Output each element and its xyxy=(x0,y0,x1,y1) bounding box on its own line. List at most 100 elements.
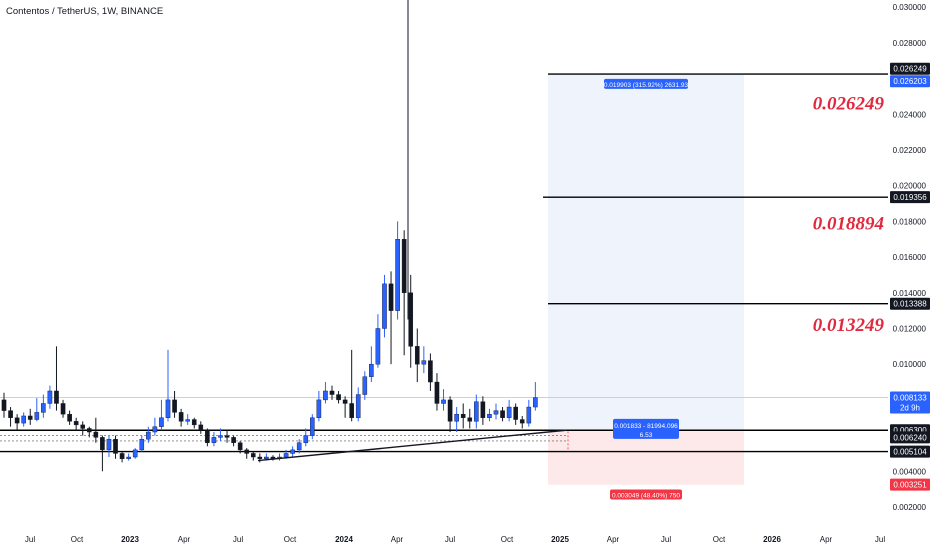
candle-body xyxy=(519,419,525,424)
x-tick-label: 2026 xyxy=(763,535,781,544)
y-tick-label: 0.012000 xyxy=(893,324,927,333)
candle-body xyxy=(86,428,92,433)
candle-body xyxy=(93,431,99,438)
candle-body xyxy=(211,437,217,443)
level-price-label: 0.019356 xyxy=(893,193,927,202)
candle-body xyxy=(257,456,263,460)
candle-body xyxy=(408,292,414,347)
candle-body xyxy=(185,419,190,422)
y-tick-label: 0.004000 xyxy=(893,467,927,476)
loss-zone xyxy=(548,431,744,485)
x-tick-label: Oct xyxy=(713,535,726,544)
candle-body xyxy=(119,453,125,460)
target-label: 0.018894 xyxy=(813,213,884,234)
entry-label: 0.001833 - 81994.096 xyxy=(614,423,678,430)
candle-body xyxy=(73,421,79,426)
candle-body xyxy=(113,438,118,454)
candle-body xyxy=(264,456,269,460)
y-tick-label: 0.020000 xyxy=(893,182,927,191)
candle-body xyxy=(290,449,295,454)
candle-body xyxy=(191,419,197,426)
y-tick-label: 0.018000 xyxy=(893,217,927,226)
x-tick-label: Oct xyxy=(501,535,514,544)
stop-price-label: 0.003251 xyxy=(893,481,927,490)
candle-body xyxy=(224,435,230,438)
chart-title: Contentos / TetherUS, 1W, BINANCE xyxy=(6,6,164,17)
candle-body xyxy=(165,399,171,418)
y-tick-label: 0.024000 xyxy=(893,110,927,119)
loss-label-bg xyxy=(610,489,682,500)
candle-body xyxy=(493,410,499,415)
candle-body xyxy=(401,239,407,293)
target-price-label-bg xyxy=(890,75,930,88)
candle-body xyxy=(441,399,446,404)
level-price-label: 0.005104 xyxy=(893,448,927,457)
x-tick-label: Jul xyxy=(875,535,885,544)
candle-body xyxy=(283,453,289,458)
candle-body xyxy=(434,381,440,404)
candle-body xyxy=(388,283,394,311)
entry-price-label: 0.006240 xyxy=(893,433,927,442)
loss-label: 0.003049 (48.40%) 750 xyxy=(612,493,680,500)
candle-body xyxy=(474,401,479,422)
candle-body xyxy=(132,449,138,458)
candle-body xyxy=(100,437,105,451)
candle-body xyxy=(159,417,164,427)
candle-body xyxy=(41,403,46,413)
candle-body xyxy=(329,390,335,395)
target-label: 0.013249 xyxy=(813,315,885,336)
candle-body xyxy=(395,239,400,311)
candle-body xyxy=(244,449,250,454)
x-tick-label: Apr xyxy=(178,535,191,544)
candle-body xyxy=(323,390,328,401)
x-tick-label: Apr xyxy=(820,535,833,544)
x-tick-label: 2023 xyxy=(121,535,139,544)
candle-body xyxy=(342,399,348,404)
candle-body xyxy=(480,401,486,418)
candle-body xyxy=(310,417,315,436)
level-price-label-bg xyxy=(890,191,930,204)
candle-body xyxy=(250,453,256,458)
candle-body xyxy=(336,394,341,401)
candle-body xyxy=(533,397,538,408)
profit-zone xyxy=(548,74,744,432)
candle-body xyxy=(506,406,512,418)
x-tick-label: Oct xyxy=(284,535,297,544)
stop-price-label-bg xyxy=(890,478,930,491)
x-tick-label: 2024 xyxy=(335,535,353,544)
level-price-label-bg xyxy=(890,297,930,310)
profit-label: 0.019903 (315.92%) 2631.93 xyxy=(604,82,689,89)
x-tick-label: Apr xyxy=(391,535,404,544)
entry-label-bg xyxy=(613,418,679,439)
candle-body xyxy=(21,415,26,424)
y-tick-label: 0.030000 xyxy=(893,3,927,12)
candle-body xyxy=(60,403,66,415)
candle-body xyxy=(231,437,236,443)
level-price-label: 0.006300 xyxy=(893,426,927,435)
target-price-label: 0.026203 xyxy=(893,77,927,86)
y-tick-label: 0.016000 xyxy=(893,253,927,262)
x-tick-label: 2025 xyxy=(551,535,569,544)
y-tick-label: 0.010000 xyxy=(893,360,927,369)
candle-body xyxy=(27,415,33,420)
candle-body xyxy=(80,424,86,429)
candle-body xyxy=(375,328,381,365)
candle-body xyxy=(421,360,427,365)
candle-body xyxy=(460,413,466,418)
x-tick-label: Jul xyxy=(661,535,671,544)
y-tick-label: 0.028000 xyxy=(893,39,927,48)
candle-body xyxy=(316,399,322,418)
candle-body xyxy=(355,394,361,418)
trend-line xyxy=(257,429,567,462)
candle-body xyxy=(237,442,243,451)
candle-body xyxy=(349,403,354,418)
entry-price-label-bg xyxy=(890,431,930,444)
y-tick-label: 0.022000 xyxy=(893,146,927,155)
level-price-label-bg xyxy=(890,62,930,75)
y-tick-label: 0.014000 xyxy=(893,289,927,298)
candle-body xyxy=(487,413,492,418)
countdown-label: 2d 9h xyxy=(900,404,920,413)
level-price-label-bg xyxy=(890,445,930,458)
candle-body xyxy=(362,376,368,395)
